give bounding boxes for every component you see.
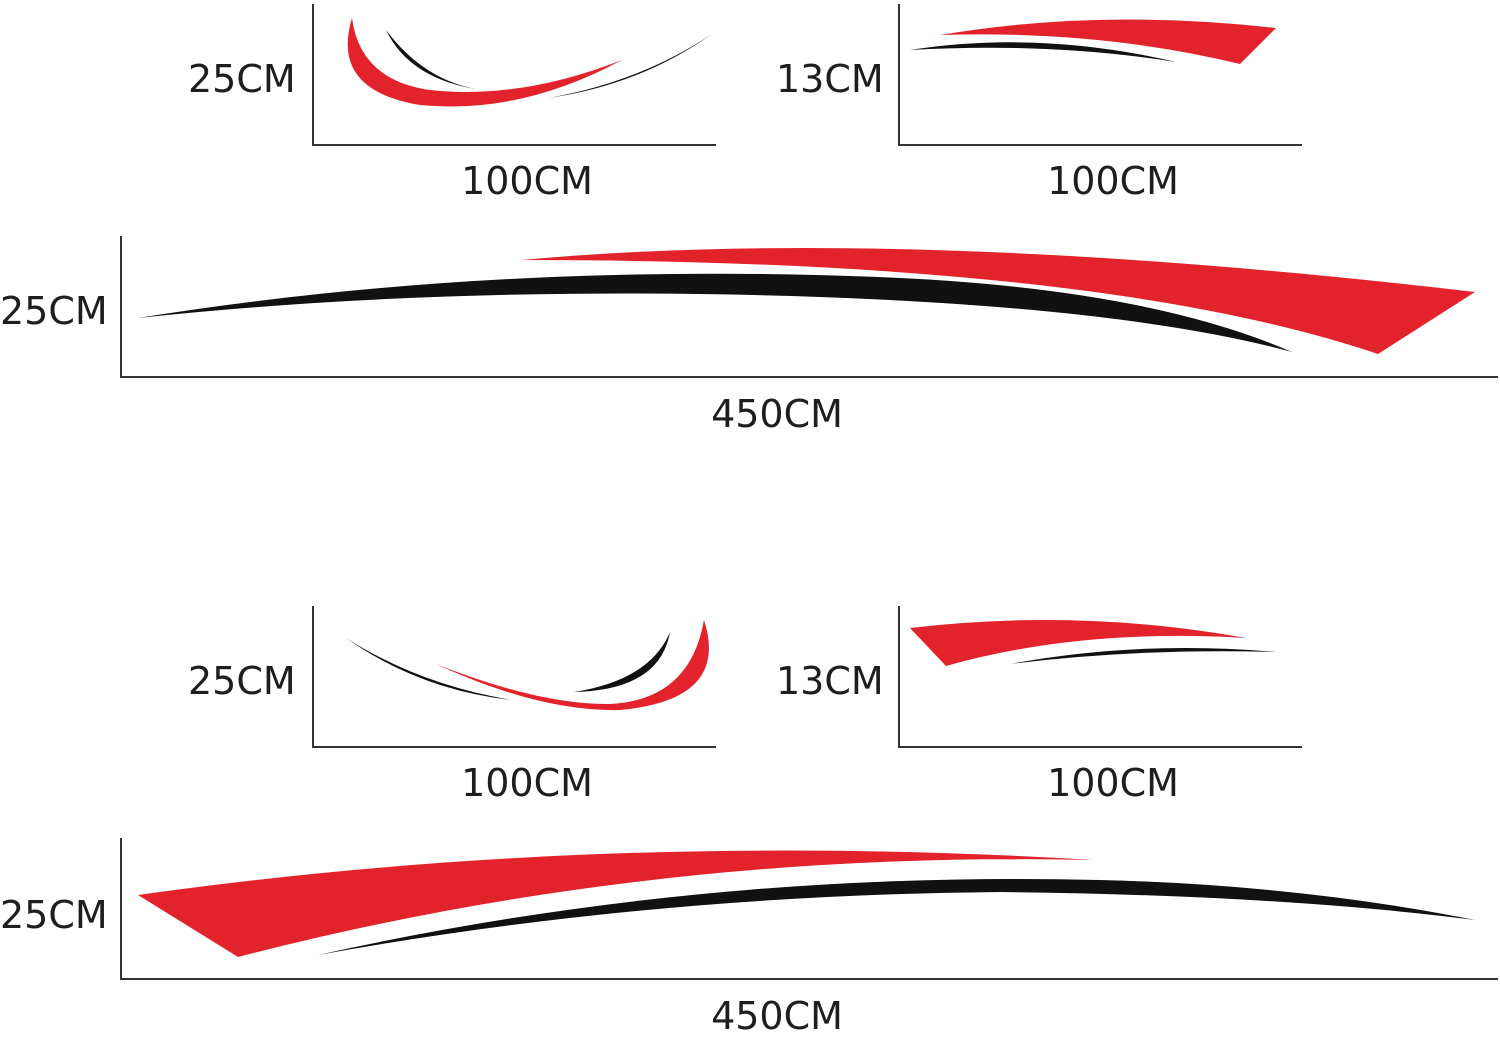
- upper-long-height-label: 25CM: [0, 289, 108, 333]
- lower-curve-height-label: 25CM: [188, 659, 296, 703]
- upper-curve-dimension-frame: [312, 4, 716, 146]
- lower-straight-black-stripe: [1010, 648, 1276, 664]
- lower-curve-black-swoosh-right: [574, 632, 670, 692]
- upper-long-red-stripe: [522, 247, 1475, 354]
- upper-long-black-stripe: [138, 273, 1292, 352]
- lower-long-black-stripe: [318, 878, 1475, 955]
- upper-curve-width-label: 100CM: [461, 159, 593, 203]
- upper-straight-black-stripe: [910, 42, 1176, 62]
- upper-straight-width-label: 100CM: [1047, 159, 1179, 203]
- upper-straight-dimension-frame: [898, 4, 1302, 146]
- upper-long-dimension-frame: [120, 236, 1498, 378]
- lower-long-dimension-frame: [120, 838, 1498, 980]
- lower-curve-dimension-frame: [312, 606, 716, 748]
- lower-long-red-stripe: [138, 850, 1094, 957]
- lower-curve-width-label: 100CM: [461, 761, 593, 805]
- upper-curve-red-swoosh: [347, 18, 622, 107]
- upper-long-width-label: 450CM: [711, 392, 843, 436]
- lower-long-width-label: 450CM: [711, 994, 843, 1038]
- lower-curve-red-swoosh: [436, 620, 709, 711]
- upper-curve-height-label: 25CM: [188, 57, 296, 101]
- lower-straight-width-label: 100CM: [1047, 761, 1179, 805]
- lower-straight-height-label: 13CM: [776, 659, 884, 703]
- upper-straight-height-label: 13CM: [776, 57, 884, 101]
- upper-straight-red-stripe: [940, 19, 1276, 64]
- lower-straight-red-stripe: [910, 620, 1246, 666]
- lower-long-height-label: 25CM: [0, 893, 108, 937]
- lower-straight-dimension-frame: [898, 606, 1302, 748]
